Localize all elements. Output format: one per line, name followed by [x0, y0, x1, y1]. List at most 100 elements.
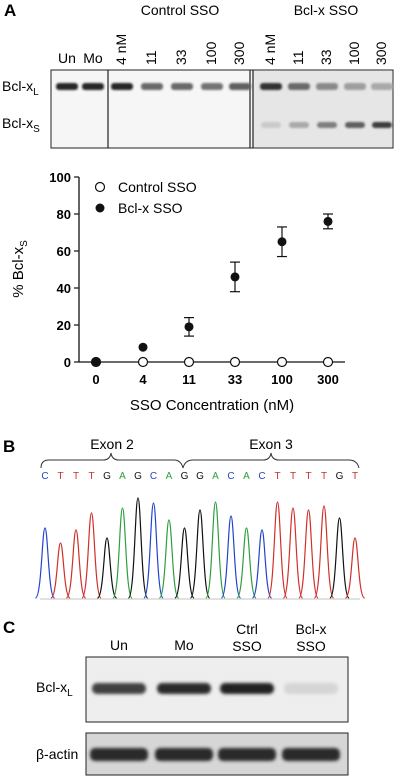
gel-a-lane-label: 4 nM [262, 34, 278, 65]
point-bclx-sso [230, 272, 240, 282]
bclxl-row-label-a: Bcl-xL [2, 78, 39, 98]
trace-peak [313, 505, 335, 599]
gel-a-lane-labels: Un Mo 4 nM 11 33 100 300 4 nM 11 33 100 300 [58, 34, 389, 66]
blot-c-band-actin [218, 748, 276, 761]
blot-c-band-bclxl [92, 683, 146, 694]
trace-peak [267, 501, 288, 599]
panel-c-letter: C [3, 618, 15, 637]
panel-a-letter: A [4, 1, 16, 20]
trace-peak [158, 519, 180, 599]
y-axis-label: % Bcl-xS [10, 240, 30, 298]
gel-a-band-l [260, 83, 282, 90]
exon2-label: Exon 2 [90, 436, 134, 452]
point-control-sso [322, 356, 334, 368]
base-letter: A [212, 471, 219, 482]
gel-a-band-l [371, 83, 393, 90]
trace-peak [236, 527, 257, 599]
gel-a-band-l [82, 83, 104, 90]
point-control-sso [229, 356, 241, 368]
point-bclx-sso [138, 342, 148, 352]
base-letter: T [73, 471, 79, 482]
gel-a-band-l [316, 83, 338, 90]
base-letter: T [290, 471, 296, 482]
panel-b-letter: B [3, 437, 15, 456]
x-tick-label: 0 [92, 372, 99, 387]
trace-peak [251, 529, 273, 599]
trace-peak [205, 501, 226, 599]
base-letter: T [352, 471, 358, 482]
gel-a-lane-label: 33 [173, 49, 189, 65]
blot-c-lane-label: Ctrl [236, 621, 258, 637]
point-bclx-sso [277, 237, 287, 247]
gel-a-band-l [171, 83, 193, 90]
gel-a-lane-label: Mo [83, 50, 103, 66]
trace-peak [143, 502, 164, 599]
gel-a-lane-label: 11 [290, 50, 306, 65]
bclxl-row-label-c: Bcl-xL [36, 679, 73, 699]
bclxs-chart: 0 20 40 60 80 100 0 4 11 33 100 300 Control SSO Bc… [10, 170, 345, 414]
gel-a-band-s [372, 122, 392, 128]
x-tick-label: 4 [139, 372, 147, 387]
x-tick-label: 33 [228, 372, 242, 387]
legend-marker-control [94, 181, 106, 193]
trace-peak [50, 542, 71, 599]
base-letter: C [150, 471, 157, 482]
gel-a-lane-label: 100 [346, 41, 362, 65]
base-letter: T [305, 471, 311, 482]
y-ticks: 0 20 40 60 80 100 [49, 170, 79, 370]
trace-peak [282, 507, 304, 599]
blot-c-lane-label: Mo [174, 637, 194, 653]
base-letter: G [196, 471, 204, 482]
trace-peak [344, 537, 366, 599]
point-control-sso [276, 356, 288, 368]
actin-row-label-c: β-actin [36, 746, 78, 762]
blot-c-band-actin [155, 748, 213, 761]
gel-a-band-l [111, 83, 133, 90]
blot-c-lane-label: SSO [232, 638, 262, 654]
y-tick-label: 80 [57, 207, 71, 222]
trace-peak [298, 509, 319, 599]
gel-a-lane-label: 100 [203, 41, 219, 65]
blot-c-band-actin [282, 748, 340, 761]
y-tick-label: 60 [57, 244, 71, 259]
base-letter: G [103, 471, 111, 482]
gel-a-band-l [344, 83, 366, 90]
trace-peak [96, 537, 118, 599]
legend: Control SSO Bcl-x SSO [94, 179, 197, 216]
legend-marker-bclx [95, 203, 105, 213]
blot-c-band-bclxl [284, 683, 338, 694]
blot-c-lane-label: SSO [296, 638, 326, 654]
control-sso-header: Control SSO [141, 2, 220, 18]
blot-c-band-bclxl [220, 683, 274, 694]
trace-peak [189, 509, 211, 599]
blot-c-bands [90, 683, 340, 761]
gel-a-lane-label: Un [58, 50, 76, 66]
point-bclx-sso [184, 322, 194, 332]
data-points [90, 213, 334, 368]
gel-a-band-s [261, 122, 281, 128]
trace-peak [220, 515, 242, 599]
gel-a-band-l [288, 83, 310, 90]
blot-c-lane-label: Un [110, 637, 128, 653]
point-control-sso [137, 356, 149, 368]
gel-a-band-s [289, 122, 309, 128]
x-tick-label: 300 [317, 372, 339, 387]
base-letter: T [321, 471, 327, 482]
blot-c-lane-label: Bcl-x [295, 621, 326, 637]
gel-a-band-l [141, 83, 163, 90]
point-control-sso [183, 356, 195, 368]
y-tick-label: 40 [57, 281, 71, 296]
trace-peak [329, 517, 350, 599]
x-tick-label: 11 [182, 372, 196, 387]
gel-a-band-l [201, 83, 223, 90]
gel-a-lane-label: 4 nM [113, 34, 129, 65]
point-bclx-sso [91, 357, 101, 367]
gel-a-lane-label: 300 [373, 41, 389, 65]
trace-peak [34, 527, 56, 599]
point-bclx-sso [323, 216, 333, 226]
legend-label-bclx: Bcl-x SSO [118, 200, 183, 216]
blot-c-band-bclxl [157, 683, 211, 694]
